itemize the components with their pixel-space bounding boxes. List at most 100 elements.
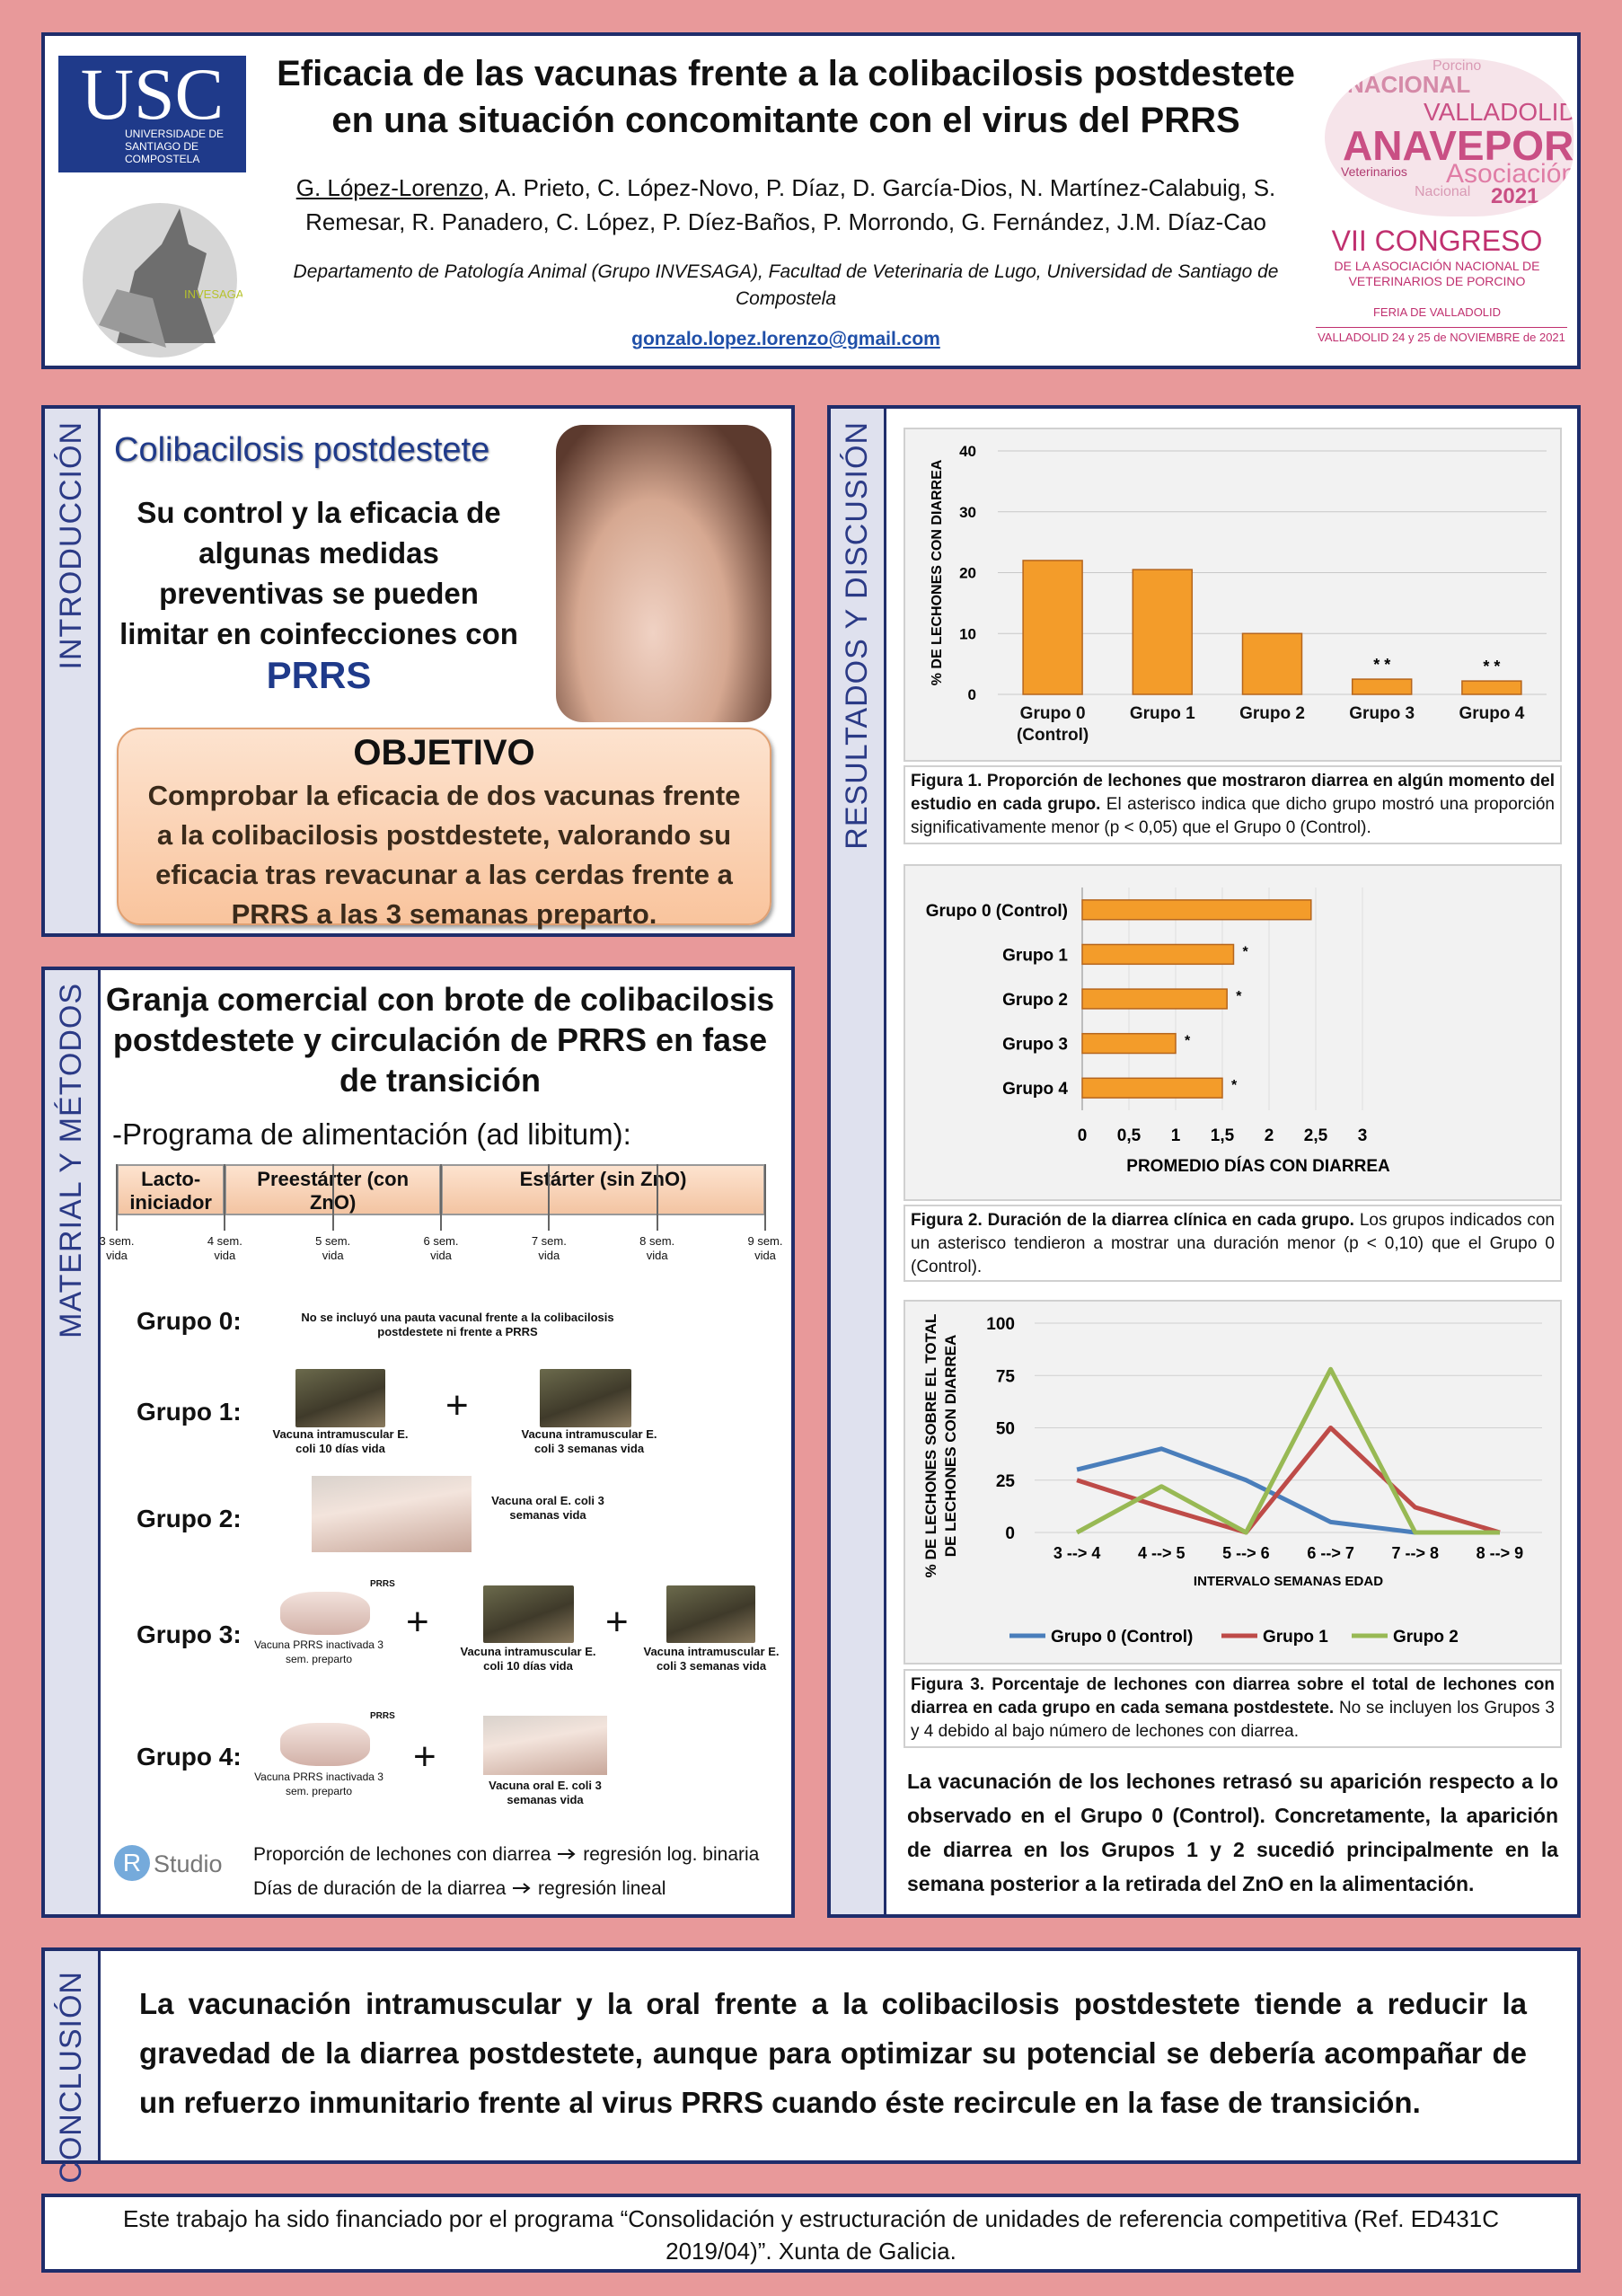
group-label: Grupo 0: bbox=[137, 1307, 242, 1335]
caption-text: No se incluyen los Grupos 3 y 4 debido a… bbox=[911, 1699, 1555, 1741]
photo bbox=[295, 1369, 385, 1427]
chart-panel: % DE LECHONES CON DIARREA 0 10 20 30 40 Grupo … bbox=[904, 428, 1562, 762]
caption-text: El asterisco indica que dicho grupo most… bbox=[911, 795, 1555, 837]
y-tick-label: 10 bbox=[959, 625, 976, 642]
x-tick-label: 3 bbox=[1358, 1126, 1368, 1145]
method: regresión lineal bbox=[538, 1878, 666, 1899]
invesaga-text: INVESAGA bbox=[184, 287, 242, 301]
legend-label: Grupo 2 bbox=[1393, 1628, 1459, 1647]
cloud-word: NACIONAL bbox=[1347, 71, 1471, 98]
cloud-word: 2021 bbox=[1491, 184, 1539, 208]
header-box bbox=[41, 32, 1581, 369]
x-tick-label: 0,5 bbox=[1117, 1126, 1142, 1145]
y-tick-label: 0 bbox=[968, 686, 976, 703]
vaccine: Vacuna PRRS inactivada 3 sem. preparto bbox=[254, 1771, 383, 1797]
x-tick-label: 2,5 bbox=[1304, 1126, 1328, 1145]
y-tick-label: 100 bbox=[986, 1315, 1015, 1334]
title: Eficacia de las vacunas frente a la coli… bbox=[277, 54, 1295, 140]
x-tick-label: 3 --> 4 bbox=[1053, 1544, 1101, 1562]
x-tick-label: Grupo 1 bbox=[1129, 704, 1195, 723]
y-tick-label: Grupo 1 bbox=[1002, 946, 1068, 965]
funding-box bbox=[41, 2194, 1581, 2273]
email[interactable]: gonzalo.lopez.lorenzo@gmail.com bbox=[631, 329, 940, 349]
legend-label: Grupo 0 (Control) bbox=[1051, 1628, 1193, 1647]
cloud-word: Asociación bbox=[1446, 159, 1574, 189]
week-label: 5 sem. vida bbox=[315, 1234, 351, 1262]
week-tick bbox=[116, 1164, 118, 1231]
intro-text: Su control y la eficacia de algunas medi… bbox=[119, 496, 518, 650]
strip: RESULTADOS Y DISCUSIÓN bbox=[831, 409, 886, 1914]
y-tick-label: 40 bbox=[959, 443, 976, 460]
x-tick-label: 5 --> 6 bbox=[1222, 1544, 1270, 1562]
objective-title: OBJETIVO bbox=[353, 733, 535, 773]
conclusion-text: La vacunación intramuscular y la oral fr… bbox=[139, 1987, 1527, 2119]
vaccine: Vacuna oral E. coli 3 semanas vida bbox=[491, 1494, 604, 1522]
sow bbox=[280, 1592, 370, 1635]
group-label: Grupo 3: bbox=[137, 1620, 242, 1648]
chart-panel: 0 0,5 1 1,5 2 2,5 3 PROMEDIO DÍAS CON DIARREA Gr… bbox=[904, 864, 1562, 1201]
y-tick-label: 30 bbox=[959, 504, 976, 521]
bar bbox=[1081, 943, 1235, 966]
chart: % DE LECHONES CON DIARREA 0 10 20 30 40 Grupo … bbox=[930, 443, 1547, 745]
section-heading: CONCLUSIÓN bbox=[54, 1971, 88, 2184]
photo bbox=[483, 1585, 574, 1643]
anavepor-cloud: Porcino NACIONAL VALLADOLID ANAVEPOR Vet… bbox=[1325, 58, 1574, 216]
sow bbox=[280, 1723, 370, 1766]
objective-box: OBJETIVO Comprobar la eficacia de dos va… bbox=[117, 728, 771, 930]
series-line bbox=[1075, 1366, 1500, 1535]
x-axis-label: INTERVALO SEMANAS EDAD bbox=[1194, 1574, 1383, 1589]
vaccine: Vacuna intramuscular E. coli 10 días vid… bbox=[460, 1645, 596, 1673]
y-tick-label: 25 bbox=[996, 1472, 1016, 1491]
y-tick-label: 0 bbox=[1005, 1524, 1015, 1543]
arrow bbox=[558, 1849, 576, 1859]
intro-highlight: PRRS bbox=[266, 654, 372, 696]
x-tick-label-box: Grupo 2 bbox=[1239, 704, 1305, 723]
caption: Figura 3. Porcentaje de lechones con dia… bbox=[904, 1669, 1562, 1748]
y-tick-label: Grupo 4 bbox=[1002, 1080, 1068, 1099]
week-tick bbox=[331, 1164, 334, 1231]
week-label: 8 sem. vida bbox=[639, 1234, 675, 1262]
vaccine: Vacuna PRRS inactivada 3 sem. preparto bbox=[254, 1638, 383, 1665]
x-tick-label: 1,5 bbox=[1211, 1126, 1235, 1145]
legend-label: Grupo 1 bbox=[1263, 1628, 1328, 1647]
invesaga-logo: INVESAGA bbox=[83, 203, 242, 358]
series-line bbox=[1076, 1446, 1500, 1535]
group-label: Grupo 1: bbox=[137, 1398, 242, 1426]
x-tick-label-box: Grupo 1 bbox=[1129, 704, 1195, 723]
plus: + bbox=[445, 1383, 469, 1427]
significance: * * bbox=[1483, 658, 1500, 676]
group-label: Grupo 4: bbox=[137, 1743, 242, 1771]
caption: Figura 2. Duración de la diarrea clínica… bbox=[904, 1205, 1562, 1282]
y-tick-label: Grupo 3 bbox=[1002, 1036, 1068, 1055]
series-line bbox=[1076, 1426, 1501, 1535]
chart-panel: % DE LECHONES SOBRE EL TOTAL DE LECHONES … bbox=[904, 1300, 1562, 1665]
week-label: 6 sem. vida bbox=[423, 1234, 459, 1262]
x-tick-label: Grupo 2 bbox=[1239, 704, 1305, 723]
week-tick bbox=[764, 1164, 766, 1231]
methods-title: Granja comercial con brote de colibacilo… bbox=[105, 981, 775, 1099]
y-tick-label: Grupo 2 bbox=[1002, 991, 1068, 1010]
significance: * bbox=[1236, 989, 1242, 1004]
x-tick-label-box: Grupo 0 (Control) bbox=[1016, 704, 1089, 745]
x-tick-label: 6 --> 7 bbox=[1307, 1544, 1354, 1562]
usc-acronym: USC bbox=[80, 53, 225, 135]
caption-title: Figura 2. Duración de la diarrea clínica… bbox=[911, 1211, 1354, 1230]
phase: Estárter (sin ZnO) bbox=[441, 1164, 765, 1215]
variable: Días de duración de la diarrea bbox=[253, 1878, 507, 1899]
photo bbox=[666, 1585, 755, 1643]
plus: + bbox=[605, 1600, 629, 1644]
bar bbox=[1022, 560, 1083, 695]
phase: Lacto-iniciador bbox=[117, 1164, 225, 1215]
section-heading: RESULTADOS Y DISCUSIÓN bbox=[840, 421, 874, 850]
usc-name: UNIVERSIDADE DE SANTIAGO DE COMPOSTELA bbox=[125, 128, 225, 165]
plus: + bbox=[406, 1600, 429, 1644]
cloud-word: Nacional bbox=[1415, 184, 1471, 199]
x-tick-label-box: Grupo 3 bbox=[1349, 704, 1415, 723]
objective-text: Comprobar la eficacia de dos vacunas fre… bbox=[147, 780, 741, 930]
y-tick-label: Grupo 0 (Control) bbox=[926, 902, 1068, 921]
group-note: No se incluyó una pauta vacunal frente a… bbox=[301, 1311, 614, 1338]
bar bbox=[1081, 1032, 1177, 1055]
presenting-author: G. López-Lorenzo bbox=[295, 174, 483, 201]
x-tick-label: Grupo 0 (Control) bbox=[1016, 704, 1089, 745]
strip: MATERIAL Y MÉTODOS bbox=[45, 970, 101, 1914]
